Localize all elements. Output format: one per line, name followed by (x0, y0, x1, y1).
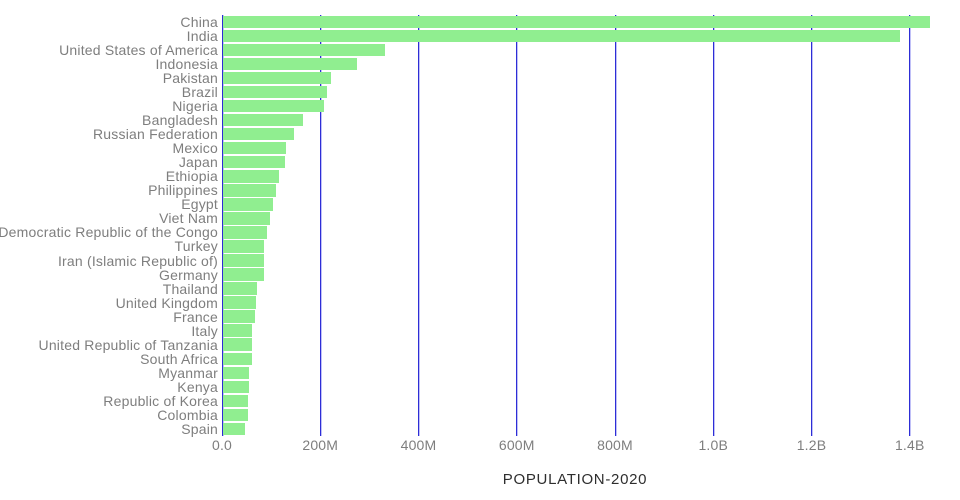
bar (222, 352, 252, 365)
bar (222, 29, 901, 43)
category-label: United Kingdom (115, 294, 218, 311)
bar (222, 394, 248, 407)
bar (222, 282, 257, 295)
bar (222, 212, 271, 225)
gridline (712, 15, 714, 436)
category-label: Myanmar (158, 364, 218, 381)
x-axis-title: POPULATION-2020 (502, 471, 648, 488)
bar (222, 408, 248, 422)
bar (222, 142, 286, 155)
category-label: Republic of Korea (103, 392, 218, 409)
category-label: Turkey (174, 238, 218, 255)
category-label: Indonesia (155, 56, 218, 73)
category-label: United Republic of Tanzania (38, 336, 218, 353)
category-label: Germany (159, 266, 218, 283)
category-label: Colombia (157, 406, 218, 423)
x-tick-label: 1.4B (894, 437, 925, 453)
category-label: United States of America (59, 42, 218, 59)
x-tick-label: 0.0 (211, 437, 233, 453)
bar (222, 226, 267, 239)
category-label: France (173, 308, 218, 325)
bar (222, 240, 264, 253)
category-label: Spain (181, 420, 218, 437)
bar (222, 71, 332, 85)
x-tick-label: 1.2B (796, 437, 827, 453)
category-label: Italy (191, 322, 218, 339)
x-tick-label: 600M (498, 437, 535, 453)
bar (222, 324, 253, 337)
bar (222, 170, 279, 183)
gridline (319, 15, 321, 436)
category-label: South Africa (140, 350, 218, 367)
bar (222, 366, 250, 379)
category-label: Egypt (181, 196, 218, 213)
category-label: Philippines (148, 182, 218, 199)
category-label: Mexico (172, 140, 218, 157)
x-tick-label: 400M (400, 437, 437, 453)
category-label: Nigeria (172, 98, 218, 115)
gridline (516, 15, 518, 436)
gridline (221, 15, 223, 436)
category-label: Viet Nam (159, 210, 218, 227)
bar (222, 184, 277, 197)
bar (222, 254, 264, 267)
category-label: Bangladesh (142, 112, 218, 129)
category-label: Ethiopia (165, 168, 218, 185)
bar (222, 156, 285, 169)
category-label: Thailand (162, 280, 218, 297)
x-tick-label: 1.0B (698, 437, 729, 453)
bar (222, 338, 252, 351)
bar (222, 128, 295, 141)
gridline (418, 15, 419, 436)
category-label: Japan (178, 154, 218, 171)
gridline (811, 15, 812, 436)
bar (222, 310, 255, 323)
bar (222, 422, 246, 436)
category-label: China (180, 14, 218, 30)
bar (222, 15, 930, 29)
gridline (614, 15, 616, 436)
category-label: India (186, 28, 218, 45)
bar (222, 114, 304, 127)
category-label: Pakistan (162, 70, 218, 87)
bar (222, 296, 256, 309)
bar (222, 198, 273, 211)
x-tick-label: 800M (597, 437, 633, 453)
bar (222, 85, 327, 99)
category-label: Russian Federation (93, 126, 218, 143)
category-label: Kenya (177, 378, 218, 395)
bar (222, 57, 357, 71)
x-tick-label: 200M (302, 437, 339, 453)
category-label: Iran (Islamic Republic of) (57, 252, 218, 269)
bar (222, 43, 386, 57)
bar (222, 380, 249, 393)
category-label: Brazil (181, 84, 218, 101)
gridline (909, 15, 911, 436)
bar (222, 268, 264, 281)
bar (222, 99, 324, 113)
category-label: Democratic Republic of the Congo (0, 224, 218, 241)
